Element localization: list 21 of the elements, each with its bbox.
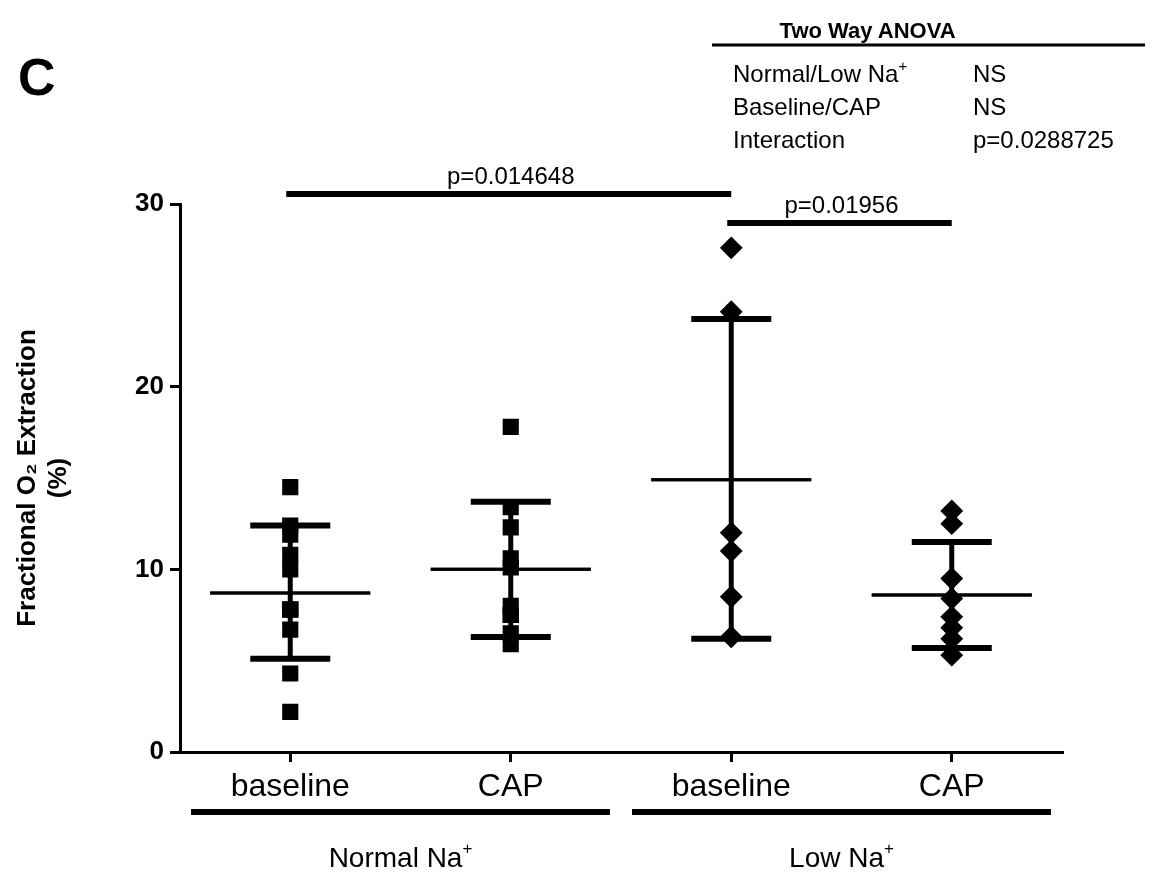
annotation: p=0.01956 xyxy=(784,191,899,218)
y-tick-label: 20 xyxy=(135,369,164,400)
text: Interaction xyxy=(733,126,846,153)
x-tick-label: CAP xyxy=(918,767,985,804)
y-tick-label: 30 xyxy=(135,187,164,218)
x-tick-label: CAP xyxy=(477,767,544,804)
text: Baseline/CAP xyxy=(733,93,882,120)
y-tick-label: 0 xyxy=(149,735,164,766)
text: p=0.0288725 xyxy=(973,126,1114,153)
text: Two Way ANOVA xyxy=(779,18,956,43)
text: p=0.014648 xyxy=(447,162,575,189)
x-tick-label: baseline xyxy=(671,767,791,804)
chart-title: C xyxy=(18,48,56,106)
text: Normal Na+ xyxy=(328,839,473,873)
y-axis-title: Fractional O₂ Extraction (%) xyxy=(10,329,72,627)
text: Low Na+ xyxy=(789,839,894,873)
text: NS xyxy=(973,60,1007,87)
text: Normal/Low Na+ xyxy=(733,57,908,87)
text: NS xyxy=(973,93,1007,120)
x-tick-label: baseline xyxy=(230,767,350,804)
y-tick-label: 10 xyxy=(135,552,164,583)
